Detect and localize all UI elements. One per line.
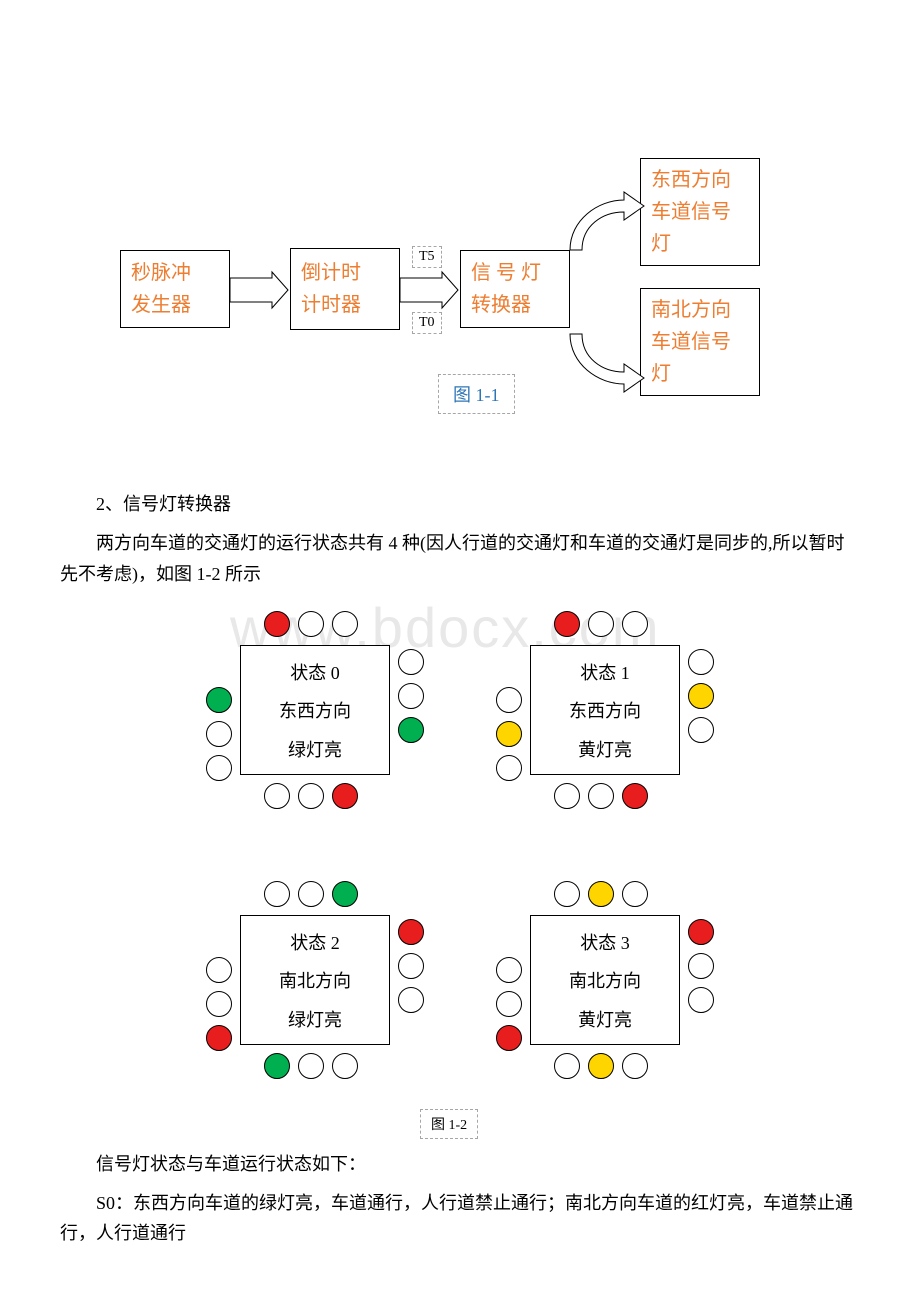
caption-1-1: 图 1-1 (438, 374, 515, 414)
label-t5: T5 (412, 246, 442, 268)
state-2-left-1 (206, 991, 232, 1017)
state-3-left-2 (496, 1025, 522, 1051)
state-0-left-2 (206, 755, 232, 781)
state-box-2: 状态 2 南北方向绿灯亮 (240, 915, 390, 1045)
state-2-title: 状态 2 (241, 929, 389, 955)
state-3-bottom-1 (588, 1053, 614, 1079)
state-0-top-2 (332, 611, 358, 637)
state-1-bottom-0 (554, 783, 580, 809)
state-0-top-1 (298, 611, 324, 637)
block-pulse-l1: 秒脉冲 (131, 257, 219, 289)
arrow-conv-ew (568, 180, 648, 260)
block-conv-l1: 信 号 灯 (471, 257, 559, 289)
block-ew-l2: 车道信号 (651, 196, 749, 228)
state-3-right-1 (688, 953, 714, 979)
state-3-left-1 (496, 991, 522, 1017)
state-2-top-1 (298, 881, 324, 907)
state-2-left-2 (206, 1025, 232, 1051)
heading-2: 2、信号灯转换器 (60, 490, 860, 516)
state-1-left-0 (496, 687, 522, 713)
arrow-pulse-timer (228, 270, 292, 310)
state-0-right-2 (398, 717, 424, 743)
state-2-light: 绿灯亮 (241, 1006, 389, 1032)
state-2-dir: 南北方向 (241, 967, 389, 993)
para-3: S0：东西方向车道的绿灯亮，车道通行，人行道禁止通行；南北方向车道的红灯亮，车道… (60, 1188, 860, 1249)
state-0-dir: 东西方向 (241, 697, 389, 723)
state-3-bottom-2 (622, 1053, 648, 1079)
state-0-top-0 (264, 611, 290, 637)
state-2-bottom-0 (264, 1053, 290, 1079)
state-box-3: 状态 3 南北方向黄灯亮 (530, 915, 680, 1045)
state-1-left-1 (496, 721, 522, 747)
block-pulse-l2: 发生器 (131, 289, 219, 321)
state-2-left-0 (206, 957, 232, 983)
state-2-top-0 (264, 881, 290, 907)
state-1-right-0 (688, 649, 714, 675)
state-0-left-1 (206, 721, 232, 747)
label-t0: T0 (412, 312, 442, 334)
state-1-bottom-2 (622, 783, 648, 809)
block-ns-l1: 南北方向 (651, 294, 749, 326)
block-ew-l1: 东西方向 (651, 164, 749, 196)
block-ns-l3: 灯 (651, 358, 749, 390)
para-2: 信号灯状态与车道运行状态如下： (60, 1149, 860, 1180)
state-1-bottom-1 (588, 783, 614, 809)
state-3-right-2 (688, 987, 714, 1013)
state-2-top-2 (332, 881, 358, 907)
arrow-conv-ns (568, 324, 648, 404)
state-3-top-0 (554, 881, 580, 907)
block-timer-l2: 计时器 (301, 289, 389, 321)
block-timer: 倒计时 计时器 (290, 248, 400, 330)
block-timer-l1: 倒计时 (301, 257, 389, 289)
block-diagram: 秒脉冲 发生器 倒计时 计时器 信 号 灯 转换器 东西方向 车道信号 灯 南北… (120, 140, 860, 460)
state-1-right-2 (688, 717, 714, 743)
state-1-right-1 (688, 683, 714, 709)
block-conv-l2: 转换器 (471, 289, 559, 321)
state-1-dir: 东西方向 (531, 697, 679, 723)
state-2-bottom-1 (298, 1053, 324, 1079)
state-0-bottom-1 (298, 783, 324, 809)
state-1-top-1 (588, 611, 614, 637)
state-0-bottom-0 (264, 783, 290, 809)
state-box-1: 状态 1 东西方向黄灯亮 (530, 645, 680, 775)
state-1-left-2 (496, 755, 522, 781)
state-0-light: 绿灯亮 (241, 736, 389, 762)
state-3-title: 状态 3 (531, 929, 679, 955)
state-0-left-0 (206, 687, 232, 713)
block-ns: 南北方向 车道信号 灯 (640, 288, 760, 396)
state-0-right-0 (398, 649, 424, 675)
state-3-bottom-0 (554, 1053, 580, 1079)
arrow-timer-conv (398, 270, 462, 310)
block-ns-l2: 车道信号 (651, 326, 749, 358)
para-1: 两方向车道的交通灯的运行状态共有 4 种(因人行道的交通灯和车道的交通灯是同步的… (60, 528, 860, 589)
state-2-right-2 (398, 987, 424, 1013)
caption-1-2: 图 1-2 (420, 1109, 478, 1139)
state-0-right-1 (398, 683, 424, 709)
state-2-bottom-2 (332, 1053, 358, 1079)
state-box-0: 状态 0 东西方向绿灯亮 (240, 645, 390, 775)
state-diagram: 图 1-2 状态 0东西方向绿灯亮状态 1东西方向黄灯亮状态 2南北方向绿灯亮状… (140, 601, 780, 1141)
state-1-light: 黄灯亮 (531, 736, 679, 762)
block-pulse: 秒脉冲 发生器 (120, 250, 230, 328)
state-1-title: 状态 1 (531, 659, 679, 685)
block-converter: 信 号 灯 转换器 (460, 250, 570, 328)
state-3-light: 黄灯亮 (531, 1006, 679, 1032)
state-3-dir: 南北方向 (531, 967, 679, 993)
state-0-title: 状态 0 (241, 659, 389, 685)
block-ew-l3: 灯 (651, 228, 749, 260)
state-3-right-0 (688, 919, 714, 945)
state-2-right-1 (398, 953, 424, 979)
state-2-right-0 (398, 919, 424, 945)
state-3-top-1 (588, 881, 614, 907)
state-3-top-2 (622, 881, 648, 907)
state-0-bottom-2 (332, 783, 358, 809)
state-3-left-0 (496, 957, 522, 983)
state-1-top-2 (622, 611, 648, 637)
state-1-top-0 (554, 611, 580, 637)
block-ew: 东西方向 车道信号 灯 (640, 158, 760, 266)
